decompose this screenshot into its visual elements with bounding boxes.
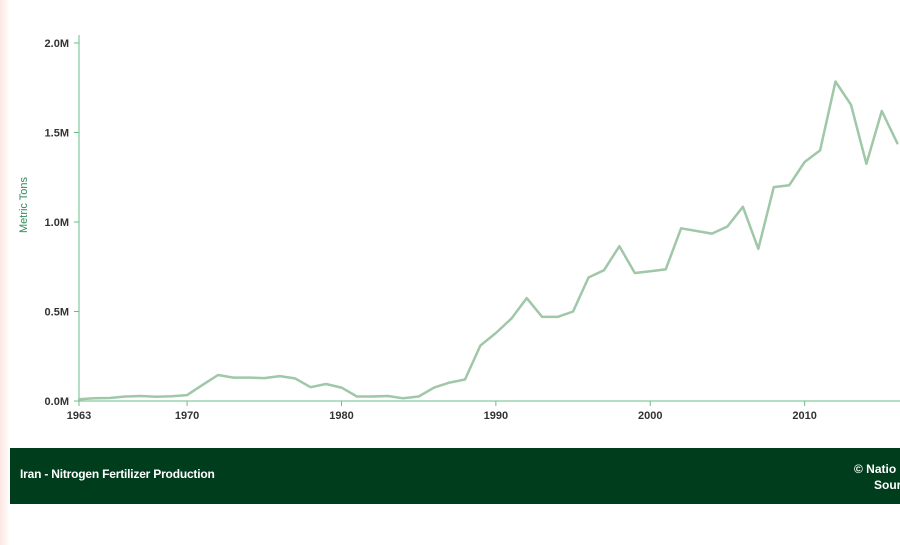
- x-tick-label: 2010: [792, 410, 816, 422]
- x-tick-label: 1970: [175, 410, 199, 422]
- y-tick-label: 2.0M: [45, 38, 69, 50]
- x-axis: 1963 1970 1980 1990 2000 2010: [67, 400, 900, 422]
- x-tick-label: 1980: [329, 410, 353, 422]
- y-axis: 0.0M 0.5M 1.0M 1.5M 2.0M: [45, 35, 80, 408]
- y-tick-label: 0.5M: [45, 307, 69, 319]
- y-tick-label: 1.5M: [45, 128, 69, 140]
- x-tick-label: 1990: [484, 410, 508, 422]
- y-tick-label: 1.0M: [45, 217, 69, 229]
- y-tick-label: 0.0M: [45, 396, 69, 408]
- footer-credit: © Natio: [854, 462, 897, 476]
- x-tick-label: 1963: [67, 410, 91, 422]
- x-tick-label: 2000: [638, 410, 662, 422]
- line-chart: 0.0M 0.5M 1.0M 1.5M 2.0M 1963 1970 1980 1990 200…: [18, 35, 900, 422]
- footer-title: Iran - Nitrogen Fertilizer Production: [20, 467, 215, 481]
- footer-source: Sour: [874, 478, 900, 492]
- y-axis-label: Metric Tons: [18, 176, 30, 233]
- footer-bar: Iran - Nitrogen Fertilizer Production © …: [10, 448, 900, 504]
- page-edge-shade: [0, 0, 10, 545]
- series-group: [77, 80, 899, 401]
- chart-area: 0.0M 0.5M 1.0M 1.5M 2.0M 1963 1970 1980 1990 200…: [10, 0, 900, 448]
- series-line: [77, 80, 899, 401]
